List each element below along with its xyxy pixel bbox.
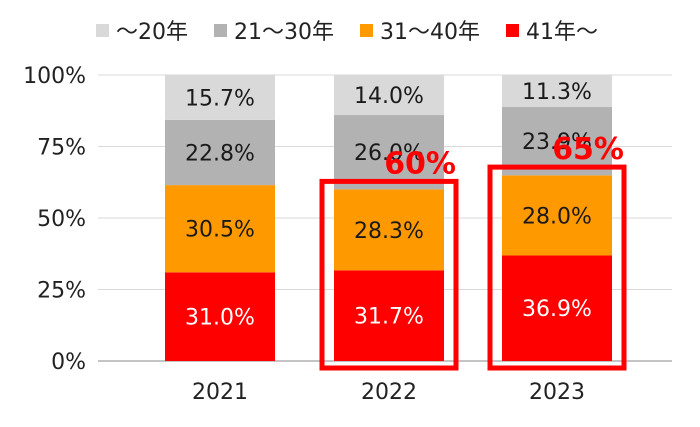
y-tick-label: 25% (37, 279, 86, 304)
bar-segment (165, 75, 275, 120)
chart-legend: ～20年 21～30年 31～40年 41年～ (96, 14, 624, 46)
x-tick-label: 2022 (361, 380, 417, 405)
y-tick-label: 50% (37, 207, 86, 232)
legend-label: ～20年 (116, 20, 188, 45)
data-label: 28.3% (354, 219, 424, 244)
bar-segment (334, 270, 444, 361)
x-tick-label: 2021 (192, 380, 248, 405)
legend-swatch (360, 23, 373, 37)
data-label: 31.7% (354, 305, 424, 330)
y-tick-label: 100% (23, 64, 86, 89)
data-label: 28.0% (522, 204, 592, 229)
x-tick-label: 2023 (529, 380, 585, 405)
bar-segment (334, 115, 444, 190)
bar-segment (502, 175, 612, 256)
data-label: 26.0% (354, 141, 424, 166)
bar-segment (165, 119, 275, 186)
legend-label: 31～40年 (380, 20, 480, 45)
bar-segment (334, 75, 444, 116)
legend-swatch (214, 23, 227, 37)
legend-item: 21～30年 (214, 14, 334, 46)
data-label: 30.5% (185, 218, 255, 243)
legend-item: ～20年 (96, 14, 188, 46)
data-label: 23.9% (522, 130, 592, 155)
highlight-box (487, 164, 627, 371)
data-label: 36.9% (522, 297, 592, 322)
legend-item: 31～40年 (360, 14, 480, 46)
legend-swatch (96, 23, 109, 37)
bar-segment (165, 272, 275, 361)
bar-segment (502, 107, 612, 176)
bar-segment (502, 255, 612, 361)
data-label: 11.3% (522, 80, 592, 105)
legend-label: 21～30年 (234, 20, 334, 45)
legend-item: 41年～ (506, 14, 598, 46)
bar-segment (502, 74, 612, 108)
bar-segment (334, 189, 444, 271)
legend-label: 41年～ (526, 20, 598, 45)
highlight-label: 60% (384, 146, 456, 181)
data-label: 31.0% (185, 306, 255, 331)
data-label: 22.8% (185, 142, 255, 167)
y-tick-label: 75% (37, 136, 86, 161)
data-label: 14.0% (354, 84, 424, 109)
data-label: 15.7% (185, 86, 255, 111)
bar-segment (165, 185, 275, 273)
highlight-box (319, 178, 459, 371)
y-tick-label: 0% (51, 350, 86, 375)
legend-swatch (506, 23, 519, 37)
highlight-label: 65% (552, 132, 624, 167)
